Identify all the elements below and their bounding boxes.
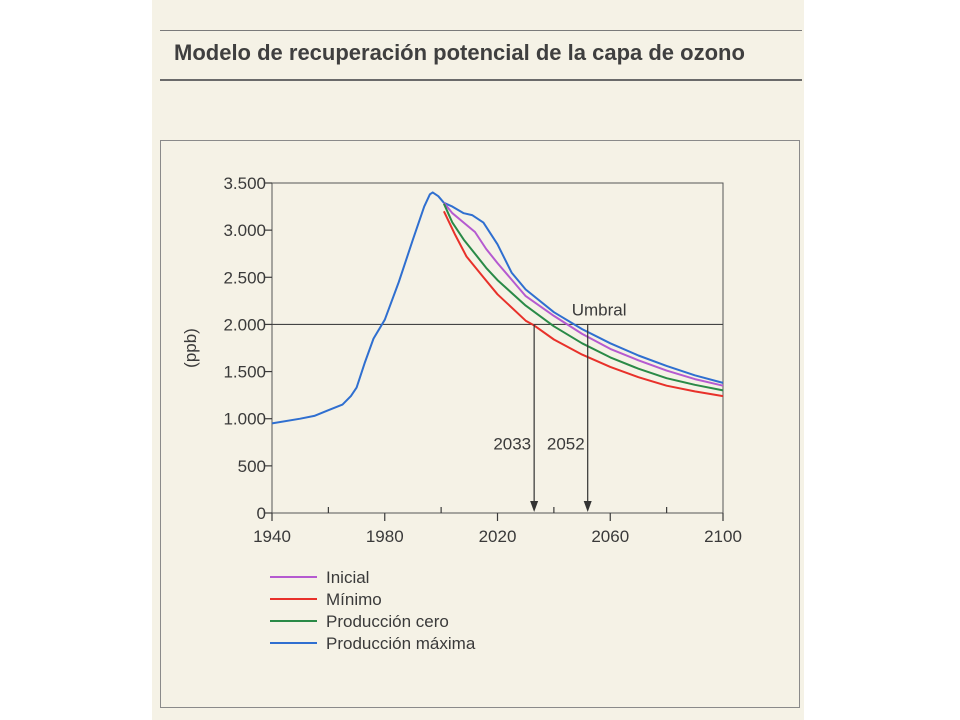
- annotation-label: 2052: [547, 434, 585, 453]
- series-line-producción-cero: [442, 203, 724, 392]
- x-tick-label: 2060: [591, 527, 629, 546]
- y-tick-label: 1.500: [223, 363, 266, 382]
- legend-item-label: Inicial: [326, 568, 369, 587]
- x-tick-label: 2020: [479, 527, 517, 546]
- x-tick-label: 1980: [366, 527, 404, 546]
- y-axis-label: (ppb): [181, 328, 200, 368]
- series-line-inicial: [443, 202, 724, 387]
- legend-item-label: Producción cero: [326, 612, 449, 631]
- plot-area-border: [271, 182, 724, 514]
- header-top-rule: [160, 30, 802, 31]
- header-bottom-rule: [160, 79, 802, 81]
- series-line-mínimo: [442, 210, 724, 398]
- annotation-label: 2033: [493, 434, 531, 453]
- x-tick-label: 1940: [253, 527, 291, 546]
- y-tick-label: 2.000: [223, 315, 266, 334]
- x-tick-label: 2100: [704, 527, 742, 546]
- y-tick-label: 2.500: [223, 268, 266, 287]
- y-tick-label: 0: [257, 504, 266, 523]
- page-title: Modelo de recuperación potencial de la c…: [174, 40, 745, 65]
- annotation-arrow-head: [530, 501, 539, 512]
- legend-item-label: Producción máxima: [326, 634, 476, 653]
- threshold-label: Umbral: [572, 300, 627, 319]
- y-tick-label: 3.000: [223, 221, 266, 240]
- y-tick-label: 3.500: [223, 174, 266, 193]
- y-tick-label: 500: [238, 457, 266, 476]
- annotation-arrow-head: [583, 501, 592, 512]
- series-line-producción-máxima: [271, 191, 724, 425]
- legend-item-label: Mínimo: [326, 590, 382, 609]
- document-page: [152, 0, 804, 720]
- chart-frame: [160, 140, 800, 708]
- y-tick-label: 1.000: [223, 410, 266, 429]
